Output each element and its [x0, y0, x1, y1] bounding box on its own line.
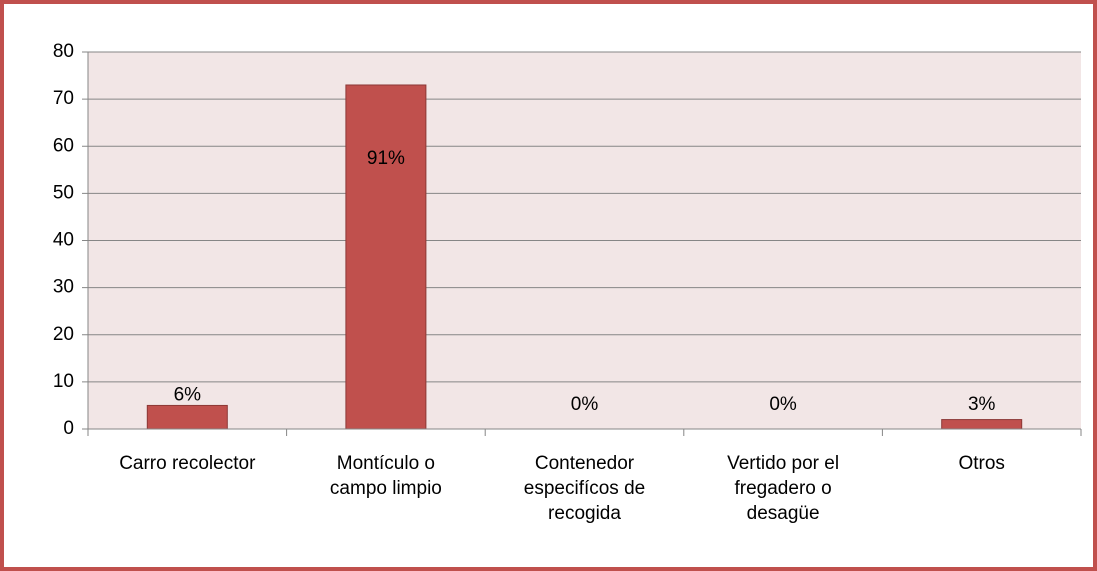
data-label: 0%	[769, 394, 797, 415]
x-tick-label: Carro recolector	[119, 453, 256, 474]
data-label: 91%	[367, 148, 405, 169]
x-tick-label: Vertido por el fregadero o desagüe	[727, 453, 840, 524]
x-tick-label: Contenedor especifícos de recogida	[523, 453, 646, 524]
y-tick-label: 70	[53, 88, 74, 109]
data-label: 6%	[174, 384, 202, 405]
bar	[941, 419, 1023, 430]
x-tick-label: Otros	[958, 453, 1005, 474]
y-tick-label: 40	[53, 230, 74, 251]
data-label: 3%	[968, 394, 996, 415]
y-tick-label: 20	[53, 324, 74, 345]
data-label: 0%	[571, 394, 599, 415]
bar	[345, 84, 427, 430]
y-tick-label: 10	[53, 371, 74, 392]
y-tick-label: 80	[53, 41, 74, 62]
y-tick-label: 60	[53, 135, 74, 156]
y-tick-label: 30	[53, 277, 74, 298]
bar	[146, 404, 228, 430]
x-tick-label: Montículo o campo limpio	[329, 453, 442, 499]
y-tick-label: 50	[53, 182, 74, 203]
y-tick-label: 0	[63, 418, 74, 439]
